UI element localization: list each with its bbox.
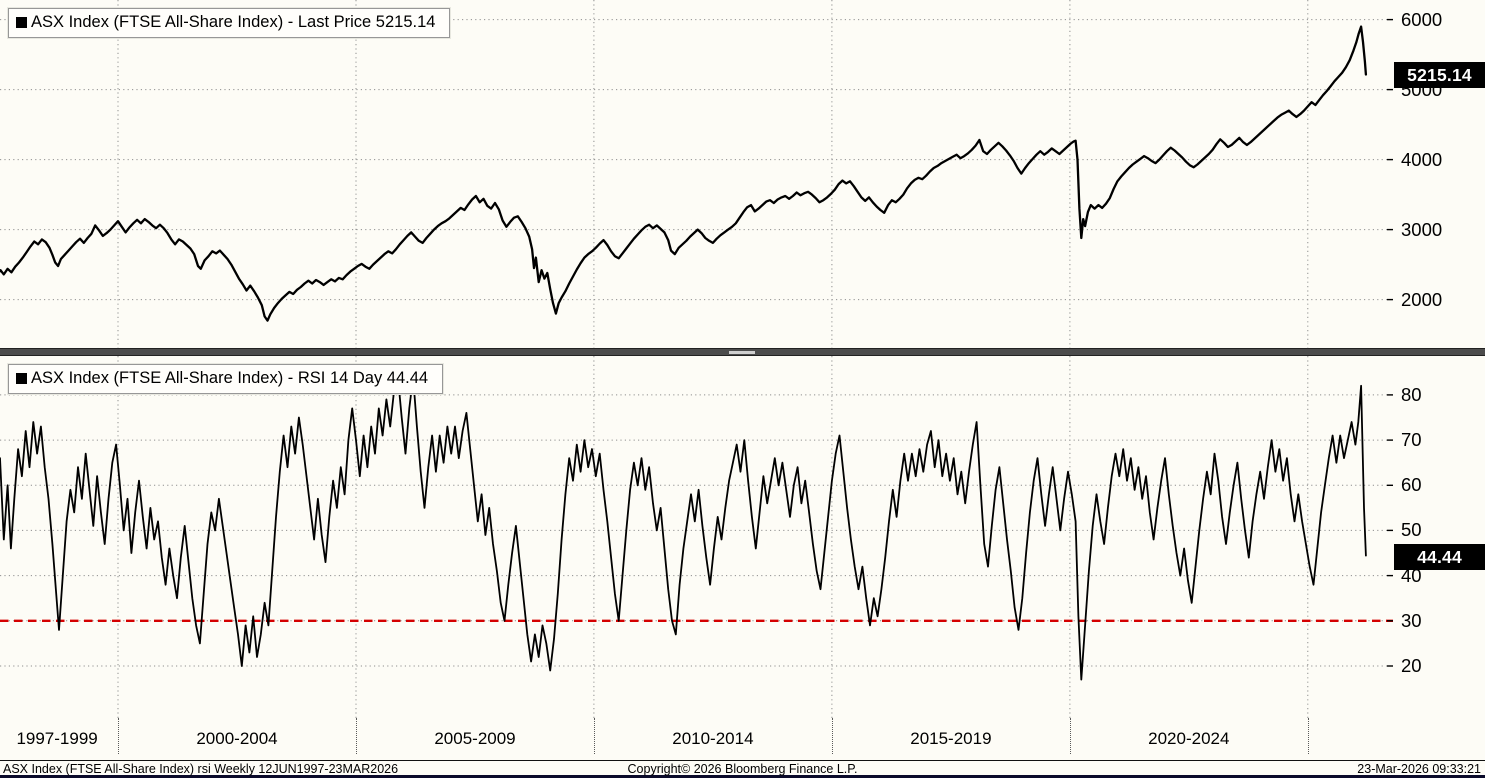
divider-drag-handle-icon[interactable]: [729, 351, 755, 354]
x-axis: 1997-1999 2000-2004 2005-2009 2010-2014 2015…: [0, 718, 1393, 760]
y-axis-label: 70: [1401, 429, 1422, 451]
footer-timestamp: 23-Mar-2026 09:33:21: [1357, 762, 1481, 776]
y-axis-label: 4000: [1401, 148, 1443, 170]
series-swatch-icon: [16, 17, 27, 28]
y-axis-label: 40: [1401, 564, 1422, 586]
panel-divider[interactable]: [0, 348, 1485, 356]
price-y-axis: 2000 3000 4000 5000 6000: [1397, 0, 1485, 348]
rsi-chart-canvas[interactable]: [0, 356, 1393, 718]
x-axis-label: 2020-2024: [1148, 729, 1230, 748]
price-legend-label: ASX Index (FTSE All-Share Index) - Last …: [31, 13, 436, 31]
footer-chart-description: ASX Index (FTSE All-Share Index) rsi Wee…: [3, 762, 399, 776]
last-price-tag: 5215.14: [1394, 61, 1485, 88]
rsi-legend-label: ASX Index (FTSE All-Share Index) - RSI 1…: [31, 369, 429, 387]
rsi-legend[interactable]: ASX Index (FTSE All-Share Index) - RSI 1…: [6, 363, 445, 395]
y-axis-label: 6000: [1401, 8, 1443, 30]
x-axis-label: 2000-2004: [196, 729, 278, 748]
rsi-y-axis: 20 30 40 50 60 70 80: [1397, 356, 1485, 718]
x-axis-tick: [118, 718, 119, 754]
series-swatch-icon: [16, 373, 27, 384]
y-axis-label: 20: [1401, 655, 1422, 677]
x-axis-tick: [356, 718, 357, 754]
x-axis-tick: [831, 718, 833, 754]
price-chart-canvas[interactable]: [0, 0, 1393, 348]
price-legend[interactable]: ASX Index (FTSE All-Share Index) - Last …: [6, 7, 452, 39]
y-axis-label: 50: [1401, 519, 1422, 541]
x-axis-tick: [1307, 718, 1309, 754]
x-axis-label: 2015-2019: [910, 729, 992, 748]
footer-bar: ASX Index (FTSE All-Share Index) rsi Wee…: [0, 760, 1485, 778]
x-axis-label: 2010-2014: [672, 729, 754, 748]
y-axis-label: 3000: [1401, 218, 1443, 240]
y-axis-label: 60: [1401, 474, 1422, 496]
price-series-line: [0, 25, 1368, 322]
x-axis-tick: [593, 718, 595, 754]
x-axis-tick: [1069, 718, 1071, 754]
footer-copyright: Copyright© 2026 Bloomberg Finance L.P.: [627, 762, 858, 776]
rsi-series-line: [0, 375, 1367, 681]
rsi-value-tag: 44.44: [1394, 543, 1485, 570]
y-axis-label: 30: [1401, 609, 1422, 631]
x-axis-label: 2005-2009: [434, 729, 516, 748]
y-axis-label: 80: [1401, 383, 1422, 405]
y-axis-label: 2000: [1401, 288, 1443, 310]
x-axis-label: 1997-1999: [16, 729, 98, 748]
